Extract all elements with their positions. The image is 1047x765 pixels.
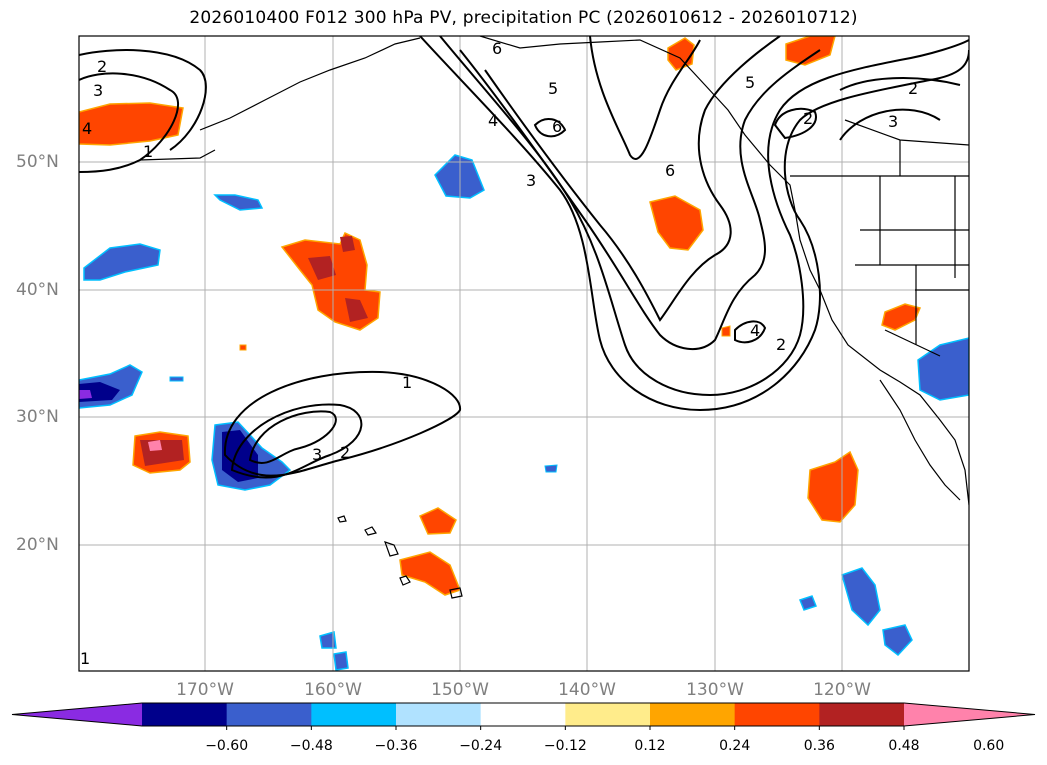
precip-negative-features — [79, 154, 969, 671]
colorbar-swatch — [819, 703, 905, 726]
contour-label-2e: 2 — [97, 57, 107, 76]
lon-label-140w: 140°W — [558, 680, 616, 700]
colorbar — [11, 702, 1036, 730]
contour-label-1c: 1 — [80, 649, 90, 668]
lat-label-40n: 40°N — [16, 280, 59, 300]
precip-neg-dot-2 — [169, 376, 184, 382]
colorbar-extend-high — [904, 703, 1035, 726]
contour-label-3d: 3 — [93, 81, 103, 100]
contour-label-1: 1 — [402, 373, 412, 392]
lat-label-20n: 20°N — [16, 535, 59, 555]
precip-neg-blob-se-3 — [799, 595, 817, 611]
plot-frame — [78, 35, 970, 672]
colorbar-tick-label: 0.12 — [634, 738, 666, 754]
precip-neg-blob-se-2 — [882, 624, 913, 657]
colorbar-swatch — [226, 703, 312, 726]
precip-core-central-north — [308, 236, 368, 322]
coastlines — [139, 36, 969, 506]
precip-blob-socal-offshore — [881, 303, 922, 331]
colorbar-extend-low — [12, 703, 142, 726]
colorbar-swatch — [734, 703, 820, 726]
precip-blob-nw — [79, 102, 184, 146]
colorbar-tick-label: 0.36 — [803, 738, 835, 754]
precip-neg-blob-south-east — [841, 567, 881, 627]
colorbar-tick-label: 0.48 — [888, 738, 920, 754]
pv-contours — [79, 36, 969, 479]
lon-label-120w: 120°W — [813, 680, 871, 700]
contour-label-3c: 3 — [888, 112, 898, 131]
contour-label-2b: 2 — [803, 109, 813, 128]
precip-neg-blob-south-2 — [333, 651, 349, 671]
colorbar-tick-label: −0.36 — [374, 738, 418, 754]
contour-label-4c: 4 — [82, 119, 92, 138]
contour-label-5b: 5 — [745, 73, 755, 92]
lon-label-130w: 130°W — [686, 680, 744, 700]
contour-label-2d: 2 — [776, 335, 786, 354]
precip-neg-blob-far-west — [213, 194, 264, 211]
colorbar-tick-label: 0.24 — [719, 738, 751, 754]
contour-label-1b: 1 — [143, 142, 153, 161]
contour-label-6b: 6 — [492, 39, 502, 58]
colorbar-tick-label: −0.60 — [205, 738, 249, 754]
lon-label-160w: 160°W — [304, 680, 362, 700]
colorbar-tick-label: −0.48 — [289, 738, 333, 754]
precip-blob-gulf — [649, 195, 704, 251]
contour-label-2: 2 — [340, 443, 350, 462]
precip-blob-ne-corner — [785, 36, 836, 66]
colorbar-swatch — [396, 703, 482, 726]
precip-blob-hawaii — [399, 551, 461, 596]
precip-neg-blob-south-1 — [319, 631, 337, 649]
precip-blob-mexico — [807, 450, 859, 523]
colorbar-swatch — [565, 703, 651, 726]
colorbar-outline — [11, 702, 1036, 727]
contour-label-4: 4 — [488, 111, 498, 130]
contour-label-2c: 2 — [908, 79, 918, 98]
precip-dot-2 — [239, 344, 247, 351]
colorbar-tick-label: 0.60 — [973, 738, 1005, 754]
precip-blob-hawaii-north — [419, 507, 457, 535]
contour-labels: 1 2 3 4 5 6 3 6 6 5 2 3 2 2 4 2 3 4 1 1 — [80, 39, 918, 668]
contour-label-3: 3 — [312, 445, 322, 464]
precip-neg-blob-baja — [917, 337, 969, 401]
colorbar-swatch — [142, 703, 228, 726]
contour-label-4b: 4 — [750, 321, 760, 340]
lon-label-150w: 150°W — [431, 680, 489, 700]
lat-label-30n: 30°N — [16, 407, 59, 427]
lat-label-50n: 50°N — [16, 152, 59, 172]
colorbar-tick-label: −0.24 — [459, 738, 503, 754]
precip-positive-features — [79, 36, 922, 596]
contour-label-6: 6 — [552, 117, 562, 136]
precip-neg-dot-1 — [544, 464, 558, 473]
precip-pink-core — [148, 440, 162, 451]
graticule — [79, 36, 969, 671]
contour-label-5: 5 — [548, 79, 558, 98]
colorbar-swatch — [480, 703, 566, 726]
map-title: 2026010400 F012 300 hPa PV, precipitatio… — [189, 8, 858, 28]
precip-neg-core-main — [222, 430, 258, 482]
precip-neg-blob-west-mid — [83, 243, 161, 281]
contour-label-6c: 6 — [665, 161, 675, 180]
contour-label-3b: 3 — [526, 171, 536, 190]
colorbar-swatch — [311, 703, 397, 726]
colorbar-tick-label: −0.12 — [543, 738, 587, 754]
precip-dot-1 — [721, 325, 731, 337]
colorbar-swatch — [650, 703, 736, 726]
hawaiian-islands — [337, 515, 463, 599]
precip-neg-purple — [79, 390, 92, 399]
lon-label-170w: 170°W — [176, 680, 234, 700]
